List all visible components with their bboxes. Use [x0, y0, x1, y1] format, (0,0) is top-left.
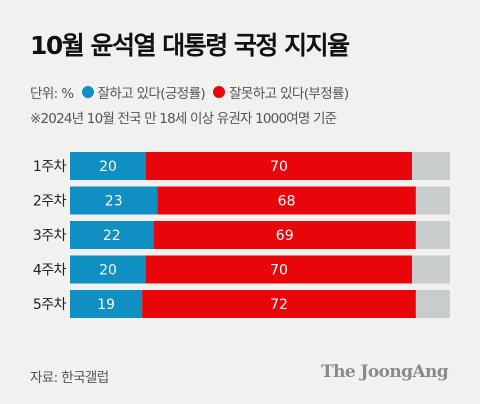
bar-negative — [153, 221, 416, 249]
value-label-negative: 69 — [276, 228, 294, 244]
value-label-positive: 19 — [97, 297, 115, 313]
bar-positive — [70, 290, 143, 318]
value-label-positive: 23 — [105, 194, 123, 210]
category-label: 4주차 — [33, 263, 67, 279]
legend-positive-label: 잘하고 있다(긍정률) — [97, 86, 206, 102]
category-label: 1주차 — [33, 159, 67, 175]
legend: 단위: % 잘하고 있다(긍정률) 잘못하고 있다(부정률) — [30, 82, 349, 102]
legend-negative-label: 잘못하고 있다(부정률) — [229, 86, 349, 102]
chart-title: 10월 윤석열 대통령 국정 지지율 — [30, 31, 350, 60]
category-label: 5주차 — [33, 297, 67, 313]
value-label-negative: 70 — [270, 159, 288, 175]
legend-negative-swatch — [213, 86, 226, 98]
legend-positive-swatch — [81, 86, 94, 98]
survey-note: ※2024년 10월 전국 만 18세 이상 유권자 1000여명 기준 — [30, 111, 337, 127]
value-label-negative: 72 — [270, 297, 288, 313]
bar-positive — [70, 152, 146, 180]
source-text: 자료: 한국갤럽 — [30, 370, 109, 386]
value-label-positive: 22 — [103, 228, 121, 244]
bar-negative — [157, 186, 416, 215]
category-label: 3주차 — [33, 228, 67, 244]
value-label-positive: 20 — [99, 159, 117, 175]
bar-negative — [146, 152, 412, 180]
category-label: 2주차 — [33, 194, 67, 210]
brand-logo: The JoongAng — [321, 362, 449, 382]
unit-label: 단위: % — [30, 86, 74, 102]
bar-positive — [70, 255, 146, 284]
bar-negative — [142, 290, 416, 318]
bar-negative — [146, 255, 412, 284]
bar-positive — [70, 221, 154, 249]
value-label-positive: 20 — [99, 263, 117, 279]
value-label-negative: 68 — [278, 194, 296, 210]
bar-positive — [70, 186, 158, 215]
value-label-negative: 70 — [270, 263, 288, 279]
